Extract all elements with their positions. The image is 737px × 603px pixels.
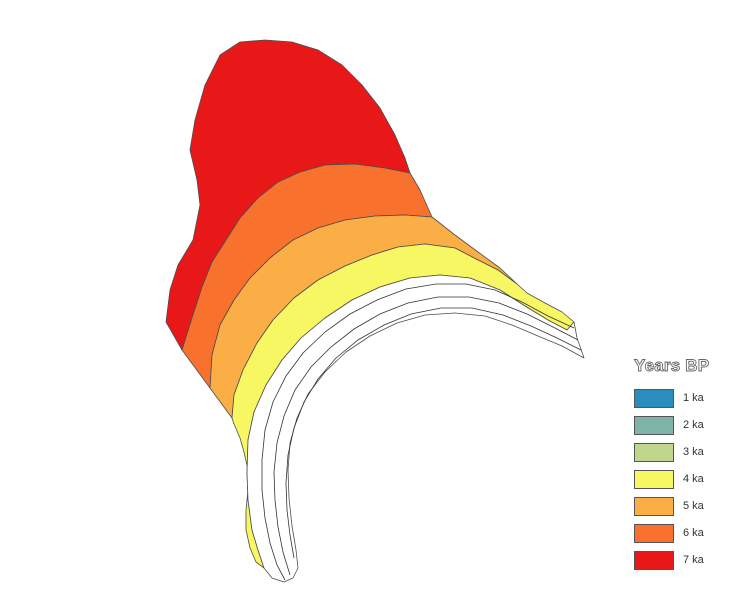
legend-label-2ka: 2 ka [683,419,704,431]
margin-line-3 [285,307,582,559]
legend-swatch-7ka [634,550,674,570]
legend-items: 1 ka 2 ka 3 ka 4 ka 5 ka 6 ka 7 ka [634,388,734,570]
legend-title: Years BP [634,356,710,376]
margin-line-1 [261,283,575,581]
legend-swatch-5ka [634,496,674,516]
legend-label-6ka: 6 ka [683,527,704,539]
zone-unshaded [246,274,585,583]
legend-item-1ka: 1 ka [634,388,734,408]
legend-item-6ka: 6 ka [634,523,734,543]
legend-item-3ka: 3 ka [634,442,734,462]
legend-swatch-4ka [634,469,674,489]
legend-swatch-6ka [634,523,674,543]
legend-label-3ka: 3 ka [683,446,704,458]
legend-label-4ka: 4 ka [683,473,704,485]
legend-item-2ka: 2 ka [634,415,734,435]
legend-label-7ka: 7 ka [683,554,704,566]
legend: Years BP 1 ka 2 ka 3 ka 4 ka 5 ka 6 ka 7 [634,356,734,577]
legend-swatch-3ka [634,442,674,462]
legend-label-1ka: 1 ka [683,392,704,404]
legend-item-7ka: 7 ka [634,550,734,570]
margin-line-2 [273,296,579,576]
legend-label-5ka: 5 ka [683,500,704,512]
legend-swatch-2ka [634,415,674,435]
legend-swatch-1ka [634,388,674,408]
legend-item-4ka: 4 ka [634,469,734,489]
legend-item-5ka: 5 ka [634,496,734,516]
